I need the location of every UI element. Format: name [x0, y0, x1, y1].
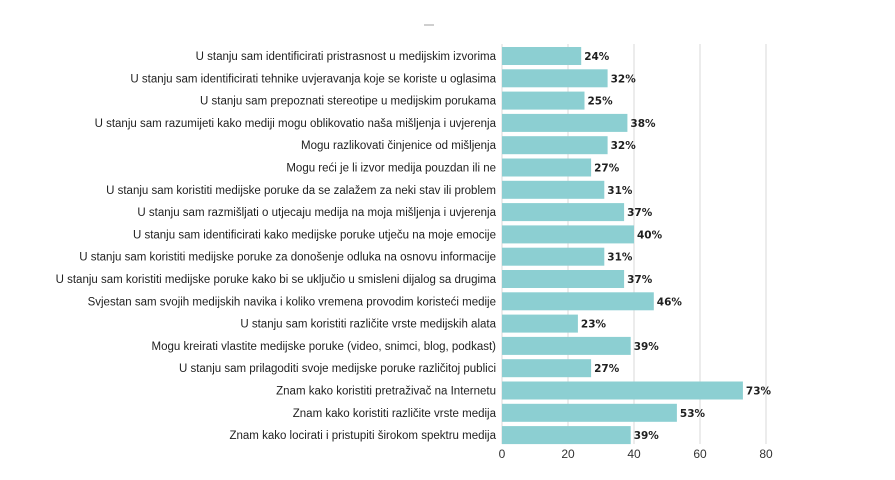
- category-label: U stanju sam razumijeti kako mediji mogu…: [95, 118, 497, 130]
- x-tick-label: 0: [499, 447, 506, 461]
- category-label: Znam kako locirati i pristupiti širokom …: [229, 430, 496, 442]
- bar: [502, 136, 608, 155]
- data-label: 23%: [581, 319, 607, 331]
- data-label: 39%: [634, 341, 660, 353]
- x-axis-ticks: 0 20 40 60 80: [499, 447, 773, 461]
- bar: [502, 91, 585, 110]
- bar: [502, 381, 743, 400]
- data-label: 37%: [627, 274, 653, 286]
- x-tick-label: 60: [693, 447, 707, 461]
- category-label: Mogu razlikovati činjenice od mišljenja: [301, 140, 497, 152]
- bar: [502, 270, 625, 288]
- category-label: Znam kako koristiti različite vrste medi…: [293, 408, 497, 420]
- top-mark: [424, 24, 434, 26]
- data-label: 53%: [680, 408, 706, 420]
- bar: [502, 359, 592, 378]
- category-label: U stanju sam identificirati tehnike uvje…: [130, 73, 496, 85]
- x-tick-label: 20: [561, 447, 575, 461]
- category-label: Mogu reći je li izvor medija pouzdan ili…: [286, 163, 496, 175]
- category-label: U stanju sam identificirati pristrasnost…: [196, 51, 497, 63]
- data-label: 32%: [611, 73, 637, 85]
- bar: [502, 336, 631, 355]
- bar: [502, 158, 592, 177]
- data-label: 27%: [594, 163, 620, 175]
- data-label: 40%: [637, 229, 663, 241]
- value-labels: 24%32%25%38%32%27%31%37%40%31%37%46%23%3…: [581, 51, 772, 442]
- data-label: 32%: [611, 140, 637, 152]
- data-label: 31%: [607, 252, 633, 264]
- category-label: U stanju sam prepoznati stereotipe u med…: [200, 96, 497, 108]
- data-label: 38%: [630, 118, 656, 130]
- category-label: U stanju sam koristiti medijske poruke d…: [106, 185, 496, 197]
- bar: [502, 247, 605, 266]
- data-label: 31%: [607, 185, 633, 197]
- category-label: U stanju sam identificirati kako medijsk…: [133, 229, 496, 241]
- bar: [502, 47, 582, 65]
- gridlines: [501, 44, 767, 444]
- category-label: U stanju sam koristiti medijske poruke z…: [79, 252, 496, 264]
- category-label: U stanju sam koristiti različite vrste m…: [240, 319, 496, 331]
- data-label: 24%: [584, 51, 610, 63]
- bar: [502, 113, 628, 132]
- data-label: 27%: [594, 363, 620, 375]
- x-tick-label: 40: [627, 447, 641, 461]
- category-label: U stanju sam razmišljati o utjecaju medi…: [137, 207, 496, 219]
- bar: [502, 69, 608, 88]
- bar: [502, 314, 578, 333]
- category-label: Mogu kreirati vlastite medijske poruke (…: [151, 341, 496, 353]
- data-label: 39%: [634, 430, 660, 442]
- bar: [502, 225, 634, 244]
- x-tick-label: 80: [759, 447, 773, 461]
- data-label: 37%: [627, 207, 653, 219]
- data-label: 25%: [588, 96, 614, 108]
- category-label: Znam kako koristiti pretraživač na Inter…: [276, 386, 496, 398]
- bar: [502, 426, 631, 445]
- bar: [502, 292, 654, 311]
- bar: [502, 203, 625, 222]
- category-label: U stanju sam prilagoditi svoje medijske …: [179, 363, 496, 375]
- category-labels: U stanju sam identificirati pristrasnost…: [56, 51, 497, 442]
- data-label: 46%: [657, 296, 683, 308]
- bar: [502, 403, 677, 422]
- bars: [502, 47, 743, 445]
- bar: [502, 180, 605, 199]
- data-label: 73%: [746, 386, 772, 398]
- category-label: U stanju sam koristiti medijske poruke k…: [56, 274, 497, 286]
- category-label: Svjestan sam svojih medijskih navika i k…: [88, 296, 496, 308]
